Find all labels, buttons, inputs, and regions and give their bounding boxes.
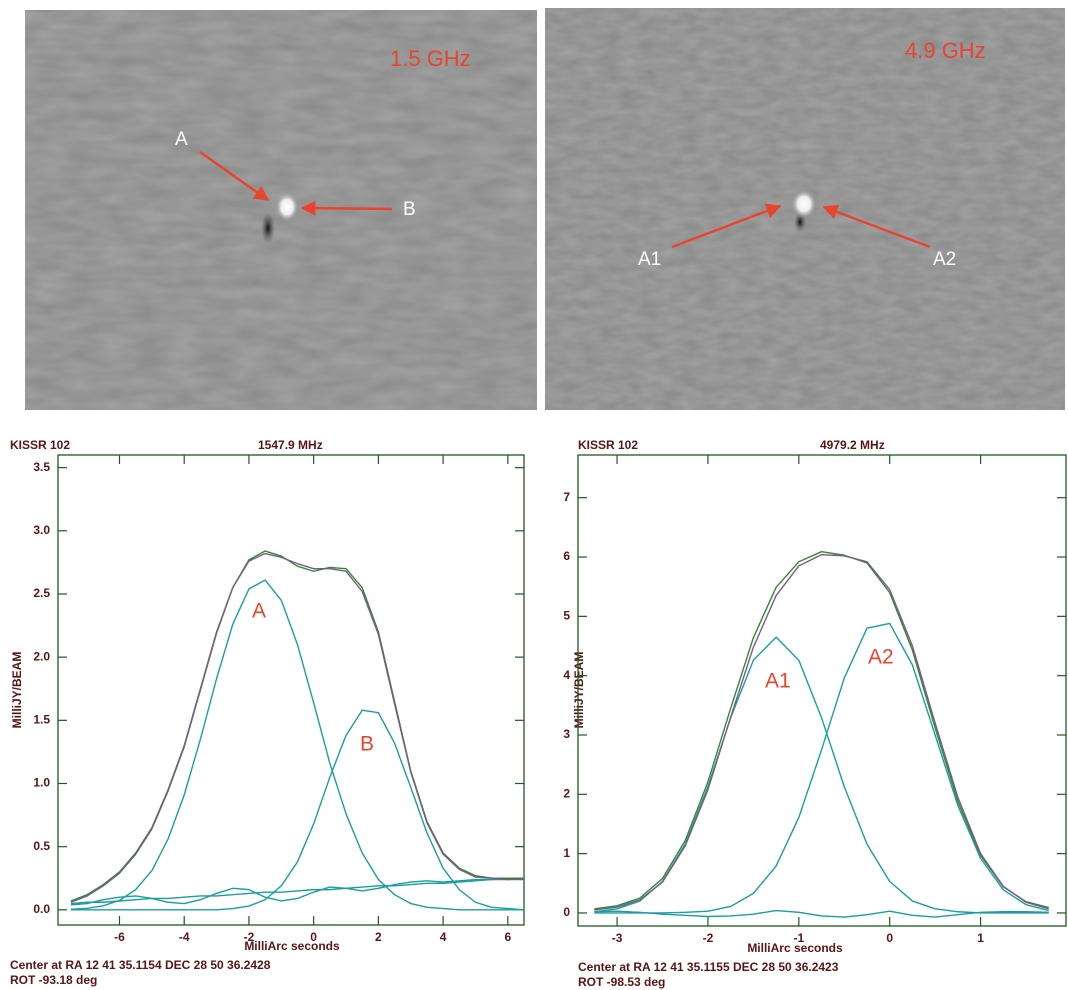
note: Center at RA 12 41 35.1154 DEC 28 50 36.… — [10, 958, 271, 972]
profile-line — [70, 552, 524, 903]
plot-title: KISSR 102 — [10, 438, 70, 452]
profile-line — [70, 709, 525, 911]
y-tick-label: 3 — [563, 727, 570, 741]
radio-image-2: 4.9 GHz A1 A2 — [545, 8, 1065, 410]
y-tick-label: 3.0 — [33, 523, 50, 537]
x-tick-label: 2 — [375, 930, 382, 944]
y-tick-label: 2.5 — [33, 586, 50, 600]
frequency-label: 1.5 GHz — [390, 46, 471, 71]
plot-annotation: A1 — [765, 670, 791, 693]
profile-line — [594, 550, 1049, 910]
profile-line — [594, 553, 1049, 911]
y-tick-label: 2 — [563, 786, 570, 800]
y-axis-label: MilliJY/BEAM — [572, 652, 586, 729]
y-tick-label: 1.0 — [33, 776, 50, 790]
y-tick-label: 3.5 — [33, 460, 50, 474]
note: Center at RA 12 41 35.1155 DEC 28 50 36.… — [578, 960, 839, 974]
y-axis-label: MilliJY/BEAM — [10, 652, 24, 729]
profile-line — [594, 622, 1049, 914]
x-tick-label: -6 — [114, 930, 125, 944]
y-tick-label: 1.5 — [33, 712, 50, 726]
y-tick-label: 6 — [563, 549, 570, 563]
y-tick-label: 1 — [563, 846, 570, 860]
component-label: A2 — [933, 249, 956, 270]
x-tick-label: 4 — [440, 930, 447, 944]
x-axis-label: MilliArc seconds — [747, 941, 843, 955]
profile-plot-2: KISSR 102 4979.2 MHz MilliJY/BEAM MilliA… — [572, 438, 894, 989]
x-tick-label: 0 — [886, 931, 893, 945]
profile-line — [70, 579, 524, 911]
profile-line — [70, 877, 525, 905]
x-tick-label: -1 — [793, 931, 804, 945]
profile-plot-1: KISSR 102 1547.9 MHz MilliJY/BEAM MilliA… — [10, 438, 374, 987]
component-label: A1 — [638, 249, 661, 270]
profile-line — [594, 909, 1049, 918]
y-tick-label: 0.5 — [33, 839, 50, 853]
x-tick-label: -3 — [612, 931, 623, 945]
component-label: A — [175, 129, 188, 150]
profile-line — [594, 636, 1049, 914]
x-tick-label: -4 — [179, 930, 190, 944]
y-tick-label: 0 — [563, 905, 570, 919]
note: ROT -93.18 deg — [10, 973, 97, 987]
x-tick-label: 1 — [977, 931, 984, 945]
y-tick-label: 2.0 — [33, 649, 50, 663]
y-tick-label: 0.0 — [33, 902, 50, 916]
frequency-label: 4.9 GHz — [905, 38, 986, 63]
note: ROT -98.53 deg — [578, 975, 665, 989]
x-tick-label: 6 — [504, 930, 511, 944]
plot-subtitle: 4979.2 MHz — [820, 438, 885, 452]
plot-frame — [57, 454, 525, 926]
x-tick-label: -2 — [244, 930, 255, 944]
x-tick-label: -2 — [703, 931, 714, 945]
plot-frame — [577, 454, 1067, 927]
plot-annotation: A — [252, 600, 266, 623]
y-tick-label: 7 — [563, 490, 570, 504]
plot-annotation: A2 — [868, 646, 894, 669]
profile-line — [70, 877, 524, 906]
plot-subtitle: 1547.9 MHz — [258, 438, 323, 452]
radio-image-1: 1.5 GHz A B — [25, 10, 537, 410]
plot-title: KISSR 102 — [578, 438, 638, 452]
plot-annotation: B — [360, 733, 374, 756]
x-tick-label: 0 — [310, 930, 317, 944]
y-tick-label: 4 — [563, 668, 570, 682]
y-tick-label: 5 — [563, 609, 570, 623]
component-label: B — [403, 199, 416, 220]
x-axis-label: MilliArc seconds — [244, 939, 340, 953]
